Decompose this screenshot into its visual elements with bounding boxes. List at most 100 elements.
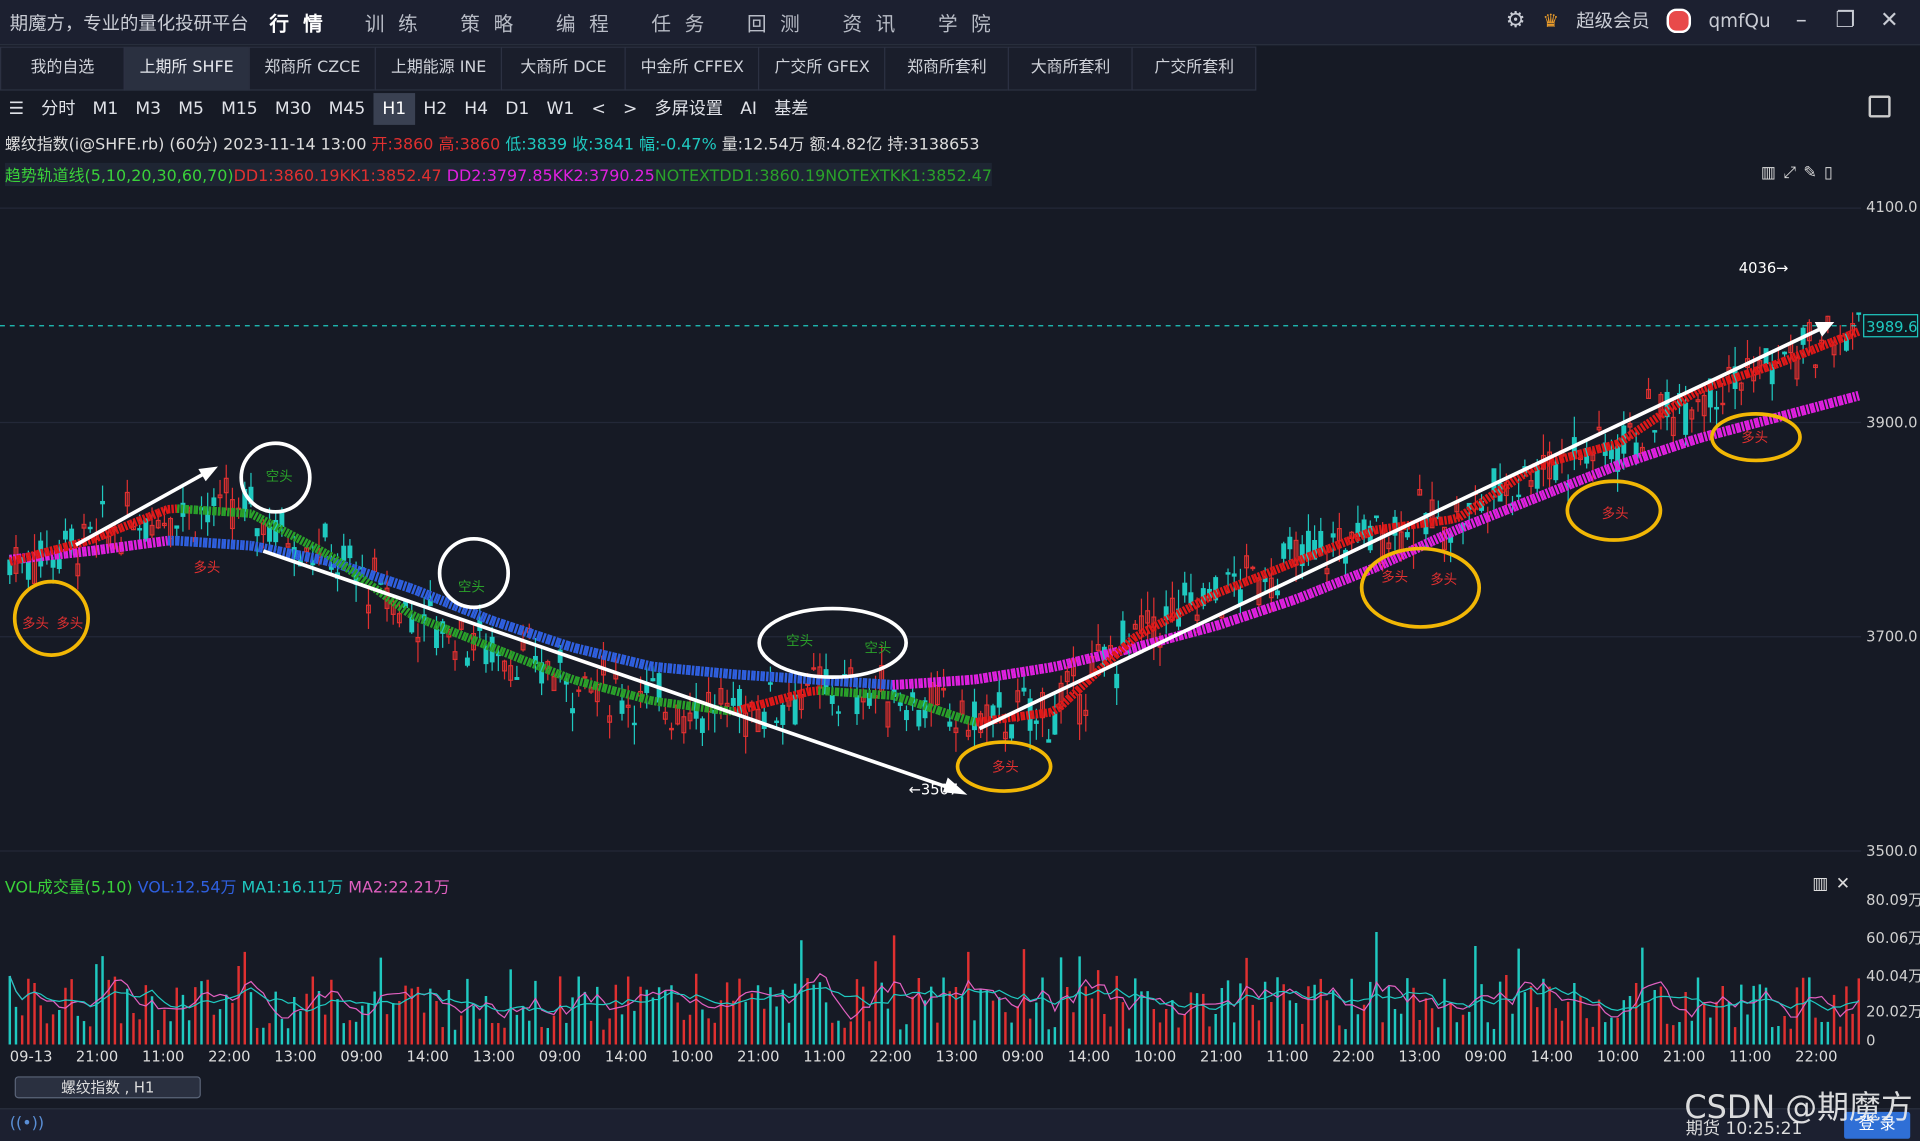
fast-trend-band — [1747, 371, 1756, 374]
tab-dce[interactable]: 大商所 DCE — [501, 47, 626, 91]
tab-czce-arb[interactable]: 郑商所套利 — [884, 47, 1009, 91]
period-m3[interactable]: M3 — [127, 93, 170, 125]
fast-trend-band — [855, 693, 864, 694]
close-button[interactable]: ✕ — [1876, 7, 1903, 33]
tab-czce[interactable]: 郑商所 CZCE — [248, 47, 376, 91]
slow-trend-band — [1013, 672, 1022, 673]
slow-trend-band — [697, 671, 706, 672]
tab-shfe[interactable]: 上期所 SHFE — [124, 47, 250, 91]
maximize-button[interactable]: ❐ — [1832, 7, 1859, 33]
candle-body — [466, 658, 470, 665]
slow-trend-band — [1394, 554, 1403, 558]
period-m5[interactable]: M5 — [170, 93, 213, 125]
nav-programming[interactable]: 编 程 — [556, 7, 652, 36]
bar-chart-icon[interactable]: ▥ — [1812, 874, 1836, 894]
period-m15[interactable]: M15 — [213, 93, 267, 125]
slow-trend-band — [744, 675, 753, 676]
tab-gfex[interactable]: 广交所 GFEX — [759, 47, 886, 91]
tab-gfex-arb[interactable]: 广交所套利 — [1132, 47, 1257, 91]
vip-label[interactable]: 超级会员 — [1576, 7, 1649, 33]
price-tick: 3500.0 — [1866, 843, 1917, 860]
slow-trend-band — [521, 630, 530, 633]
period-w1[interactable]: W1 — [538, 93, 583, 125]
nav-strategy[interactable]: 策 略 — [460, 7, 556, 36]
candle-body — [1232, 574, 1236, 576]
ai-button[interactable]: AI — [732, 93, 766, 125]
fast-trend-band — [1013, 716, 1022, 717]
slow-trend-band — [1496, 510, 1505, 514]
slow-trend-band — [1478, 517, 1487, 521]
settings-icon[interactable]: ⚙ — [1506, 7, 1526, 33]
tab-cffex[interactable]: 中金所 CFFEX — [625, 47, 760, 91]
tab-ine[interactable]: 上期能源 INE — [375, 47, 502, 91]
nav-market[interactable]: 行 情 — [269, 7, 365, 36]
bar-chart-icon[interactable]: ▥ — [1761, 164, 1783, 182]
slow-trend-band — [623, 660, 632, 662]
fast-trend-band — [223, 512, 232, 513]
price-chart[interactable]: 多头 多头 空头 空头 空头 空头 多头 多头 多头 多头 多头 多头 4036… — [0, 190, 1861, 876]
candle-body — [323, 524, 327, 537]
period-m45[interactable]: M45 — [320, 93, 374, 125]
period-m1[interactable]: M1 — [84, 93, 127, 125]
time-tick: 10:00 — [1597, 1048, 1639, 1065]
tab-watchlist[interactable]: 我的自选 — [0, 47, 125, 91]
menu-icon[interactable]: ☰ — [0, 93, 33, 125]
candle-body — [1010, 725, 1014, 738]
candle-body — [175, 526, 179, 528]
multi-screen-button[interactable]: 多屏设置 — [646, 93, 732, 125]
expand-icon[interactable]: ⤢ — [1783, 164, 1803, 182]
nav-academy[interactable]: 学 院 — [938, 7, 1034, 36]
copy-icon[interactable] — [1869, 96, 1891, 118]
candle-icon[interactable]: ▯ — [1824, 164, 1840, 182]
candle-body — [1610, 450, 1614, 458]
bull-label: 多头 — [193, 559, 220, 576]
fast-trend-band — [1329, 545, 1338, 549]
fast-trend-band — [446, 629, 455, 633]
minimize-button[interactable]: – — [1788, 7, 1815, 33]
edit-icon[interactable]: ✎ — [1803, 164, 1824, 182]
fast-trend-band — [642, 698, 651, 700]
nav-news[interactable]: 资 讯 — [842, 7, 938, 36]
candle-body — [571, 709, 575, 713]
candle-body — [51, 560, 55, 567]
candle-body — [651, 679, 655, 681]
candle-body — [898, 703, 902, 705]
slow-trend-band — [1784, 413, 1793, 415]
slow-trend-band — [1060, 663, 1069, 665]
vol-tick: 80.09万 — [1866, 892, 1920, 909]
period-h4[interactable]: H4 — [456, 93, 497, 125]
basis-button[interactable]: 基差 — [766, 93, 817, 125]
nav-training[interactable]: 训 练 — [365, 7, 461, 36]
tab-dce-arb[interactable]: 大商所套利 — [1008, 47, 1133, 91]
fast-trend-band — [1738, 374, 1747, 377]
candle-body — [577, 690, 581, 691]
volume-chart[interactable] — [0, 900, 1861, 1044]
period-h1[interactable]: H1 — [374, 93, 415, 125]
period-tick[interactable]: 分时 — [33, 93, 84, 125]
slow-trend-band — [1719, 430, 1728, 432]
fast-trend-band — [419, 618, 428, 622]
period-d1[interactable]: D1 — [497, 93, 538, 125]
candle-body — [212, 498, 216, 505]
nav-tasks[interactable]: 任 务 — [651, 7, 747, 36]
time-tick: 11:00 — [1729, 1048, 1771, 1065]
chart-tab[interactable]: 螺纹指数 , H1 — [15, 1076, 201, 1098]
slow-trend-band — [753, 676, 762, 677]
vol-ma1: MA1:16.11万 — [242, 879, 344, 897]
chevron-left-icon[interactable]: < — [583, 93, 615, 125]
change-value: 幅:-0.47% — [639, 136, 717, 154]
avatar[interactable] — [1667, 8, 1691, 32]
slow-trend-band — [1292, 597, 1301, 600]
bull-label: 多头 — [992, 758, 1019, 775]
close-icon[interactable]: ✕ — [1836, 874, 1858, 894]
slow-trend-band — [1069, 661, 1078, 663]
period-h2[interactable]: H2 — [415, 93, 456, 125]
slow-trend-band — [419, 591, 428, 595]
period-m30[interactable]: M30 — [266, 93, 320, 125]
high-mark: 4036→ — [1739, 260, 1789, 277]
username[interactable]: qmfQu — [1709, 9, 1771, 31]
chevron-right-icon[interactable]: > — [614, 93, 646, 125]
nav-backtest[interactable]: 回 测 — [747, 7, 843, 36]
slow-trend-band — [669, 668, 678, 669]
fast-trend-band — [456, 633, 465, 637]
